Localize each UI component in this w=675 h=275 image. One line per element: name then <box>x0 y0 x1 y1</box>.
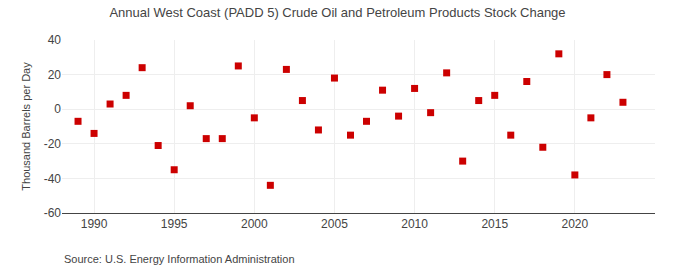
svg-text:2000: 2000 <box>241 217 268 231</box>
svg-text:20: 20 <box>48 68 62 82</box>
svg-text:2015: 2015 <box>481 217 508 231</box>
svg-text:-20: -20 <box>44 137 62 151</box>
svg-text:Thousand Barrels per Day: Thousand Barrels per Day <box>20 62 32 191</box>
svg-text:0: 0 <box>54 102 61 116</box>
svg-text:40: 40 <box>48 33 62 47</box>
svg-text:2010: 2010 <box>401 217 428 231</box>
svg-text:1990: 1990 <box>81 217 108 231</box>
svg-text:2005: 2005 <box>321 217 348 231</box>
svg-text:-40: -40 <box>44 172 62 186</box>
svg-text:-60: -60 <box>44 206 62 220</box>
svg-text:Annual West Coast (PADD 5) Cru: Annual West Coast (PADD 5) Crude Oil and… <box>109 5 565 20</box>
svg-text:1995: 1995 <box>161 217 188 231</box>
svg-text:2020: 2020 <box>562 217 589 231</box>
svg-text:Source: U.S. Energy Informatio: Source: U.S. Energy Information Administ… <box>64 253 295 265</box>
